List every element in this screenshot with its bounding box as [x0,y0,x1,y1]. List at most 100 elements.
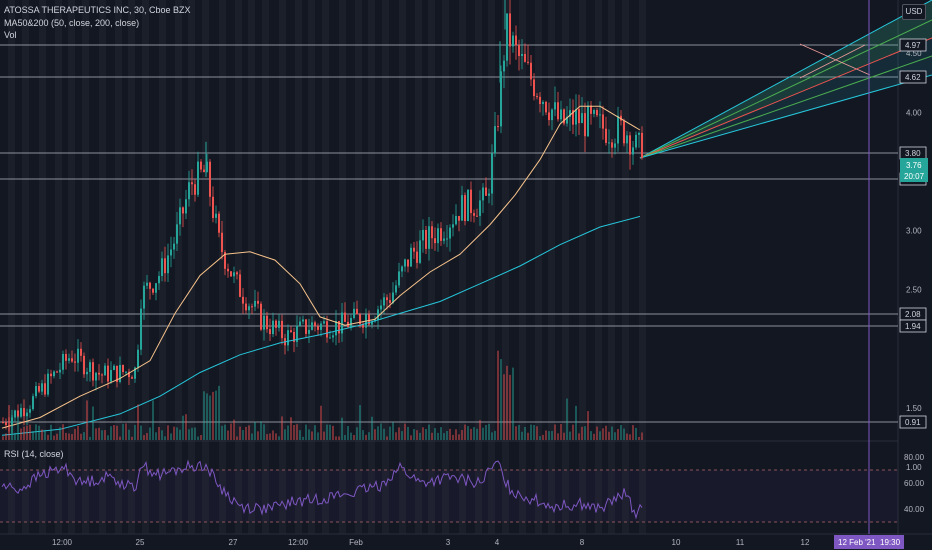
candle-body [362,324,364,328]
volume-bar [350,432,352,440]
candle-body [266,315,268,330]
candle-body [251,306,253,308]
price-tick-label: 2.50 [906,286,922,295]
volume-bar [32,431,34,440]
volume-indicator-legend[interactable]: Vol [4,30,17,40]
candle-body [560,109,562,120]
candle-body [575,109,577,125]
candle-body [314,322,316,327]
candle-body [299,321,301,326]
volume-bar [107,435,109,440]
candle-body [272,320,274,335]
volume-bar [212,391,214,440]
volume-bar [383,428,385,440]
volume-bar [404,423,406,440]
candle-body [197,161,199,195]
session-stripe [22,0,29,534]
candle-body [182,207,184,214]
candle-body [536,96,538,98]
volume-bar [197,436,199,440]
candle-body [305,319,307,334]
candle-body [440,228,442,241]
volume-bar [554,424,556,440]
volume-bar [44,429,46,440]
candle-body [386,297,388,301]
volume-bar [599,431,601,440]
volume-bar [65,432,67,440]
session-stripe [368,0,375,534]
session-stripe [262,0,269,534]
candle-body [290,330,292,332]
volume-bar [122,423,124,440]
volume-bar [611,426,613,440]
volume-bar [446,430,448,440]
candle-body [278,320,280,328]
volume-bar [515,426,517,440]
rsi-band [0,470,898,522]
candle-body [515,35,517,46]
candle-body [545,101,547,113]
volume-bar [440,427,442,440]
candle-body [530,62,532,80]
volume-bar [344,435,346,440]
candle-body [119,364,121,382]
candle-body [434,238,436,244]
volume-bar [434,428,436,440]
volume-bar [89,436,91,440]
trend-fan [639,0,932,159]
candle-body [344,312,346,322]
level-price-label: 3.80 [905,149,921,158]
volume-bar [371,416,373,440]
session-stripe [39,0,46,534]
candle-body [350,317,352,328]
session-stripe [308,0,315,534]
volume-bar [164,436,166,440]
candle-body [509,13,511,47]
candle-body [383,297,385,306]
volume-bar [257,431,259,440]
volume-bar [320,405,322,440]
candle-body [497,126,499,128]
rsi-indicator-legend[interactable]: RSI (14, close) [4,449,64,459]
volume-bar [260,421,262,440]
fan-ray [639,19,932,159]
volume-bar [560,424,562,440]
volume-bar [92,406,94,440]
rsi-tick-label: 40.00 [904,505,925,514]
volume-bar [368,432,370,440]
candle-body [527,61,529,63]
volume-bar [77,426,79,440]
currency-button[interactable]: USD [902,4,926,20]
volume-bar [80,433,82,440]
candle-body [41,383,43,392]
candle-body [617,115,619,144]
candle-body [188,182,190,200]
candle-body [269,329,271,335]
volume-bar [125,423,127,440]
candle-body [179,207,181,225]
volume-bar [254,421,256,440]
volume-bar [176,427,178,440]
volume-bar [2,436,4,440]
candle-body [140,308,142,350]
volume-bar [230,423,232,440]
candle-body [158,275,160,284]
volume-bar [530,424,532,440]
candle-body [599,114,601,116]
volume-bar [29,424,31,440]
candle-body [50,373,52,377]
candle-body [128,371,130,378]
volume-bar [104,430,106,440]
candle-body [587,105,589,137]
ma-indicator-legend[interactable]: MA50&200 (50, close, 200, close) [4,18,140,28]
current-price-label: 3.76 [906,161,922,170]
symbol-title[interactable]: ATOSSA THERAPEUTICS INC, 30, Cboe BZX [4,5,191,15]
volume-bar [119,436,121,440]
session-stripe [248,0,255,534]
volume-bar [584,426,586,440]
session-stripe [68,0,75,534]
volume-bar [236,436,238,440]
candle-body [11,417,13,427]
volume-bar [290,417,292,440]
